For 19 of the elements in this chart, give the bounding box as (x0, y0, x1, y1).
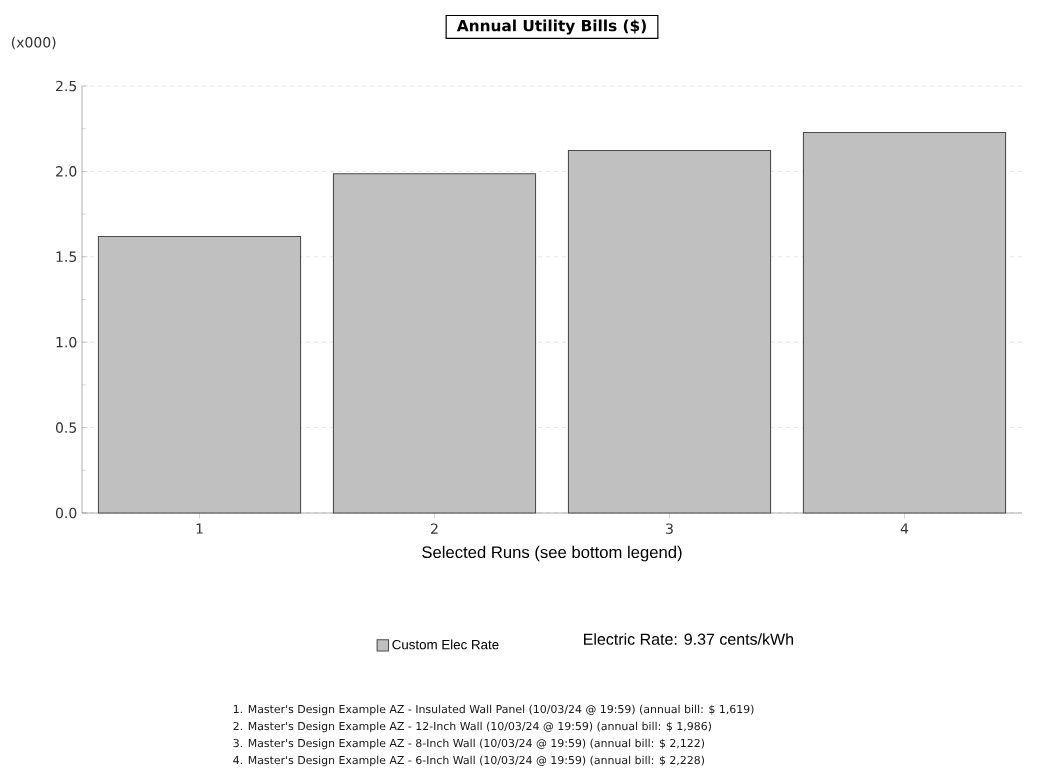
x-tick-label: 3 (666, 523, 673, 534)
chart-title: Annual Utility Bills ($) (456, 19, 646, 35)
x-axis-title: Selected Runs (see bottom legend) (422, 545, 682, 562)
y-axis-title: (x000) (11, 36, 56, 50)
text: 4. Master's Design Example AZ - 6-Inch Wall (10/03/24 @ 19:59) (annual bill: $ 2,228) (233, 755, 705, 767)
y-tick-label: 2.5 (56, 80, 77, 92)
text: 3. Master's Design Example AZ - 8-Inch Wall (10/03/24 @ 19:59) (annual bill: $ 2,122) (233, 738, 705, 750)
y-tick-label: 0.0 (55, 507, 77, 519)
x-tick-label: 4 (900, 523, 909, 534)
x-tick-label: 1 (196, 523, 203, 534)
text: 1. Master's Design Example AZ - Insulated Wall Panel (10/03/24 @ 19:59) (annual bill: $ 1,619) (233, 704, 754, 716)
y-tick-label: 1.0 (56, 336, 77, 348)
legend-label: Custom Elec Rate (392, 639, 499, 650)
y-tick-label: 2.0 (56, 166, 77, 177)
y-tick-label: 0.5 (55, 422, 77, 433)
y-tick-label: 1.5 (56, 251, 77, 262)
text: Electric Rate: 9.37 cents/kWh (584, 633, 794, 645)
x-tick-label: 2 (431, 523, 438, 534)
text: 2. Master's Design Example AZ - 12-Inch Wall (10/03/24 @ 19:59) (annual bill: $ 1,986) (233, 721, 711, 733)
